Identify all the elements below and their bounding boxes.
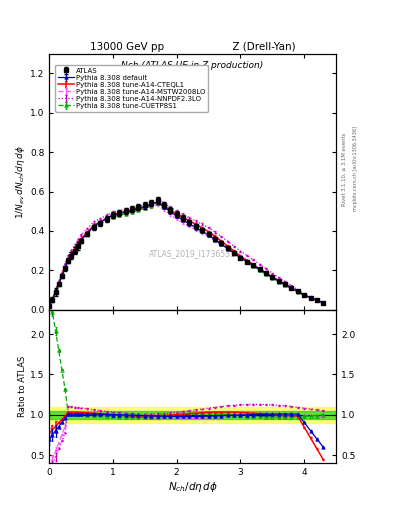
Text: mcplots.cern.ch [arXiv:1306.3436]: mcplots.cern.ch [arXiv:1306.3436] [353, 126, 358, 211]
Y-axis label: $1/N_{ev}\,dN_{ch}/d\eta\,d\phi$: $1/N_{ev}\,dN_{ch}/d\eta\,d\phi$ [14, 145, 27, 219]
Title: 13000 GeV pp                     Z (Drell-Yan): 13000 GeV pp Z (Drell-Yan) [90, 41, 296, 52]
X-axis label: $N_{ch}/d\eta\,d\phi$: $N_{ch}/d\eta\,d\phi$ [167, 480, 218, 494]
Text: Nch (ATLAS UE in Z production): Nch (ATLAS UE in Z production) [121, 61, 264, 71]
Text: ATLAS_2019_I1736531: ATLAS_2019_I1736531 [149, 249, 236, 258]
Legend: ATLAS, Pythia 8.308 default, Pythia 8.308 tune-A14-CTEQL1, Pythia 8.308 tune-A14: ATLAS, Pythia 8.308 default, Pythia 8.30… [55, 65, 208, 112]
Text: Rivet 3.1.10, ≥ 3.1M events: Rivet 3.1.10, ≥ 3.1M events [342, 132, 346, 206]
Y-axis label: Ratio to ATLAS: Ratio to ATLAS [18, 356, 27, 417]
